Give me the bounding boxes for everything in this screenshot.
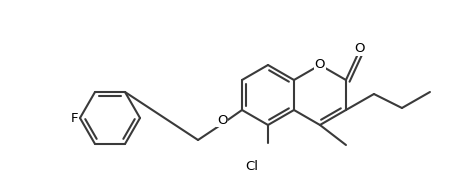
Text: O: O [355,43,365,56]
Text: F: F [70,112,78,125]
Text: O: O [217,114,227,126]
Text: Cl: Cl [245,160,258,173]
Text: O: O [315,59,325,71]
